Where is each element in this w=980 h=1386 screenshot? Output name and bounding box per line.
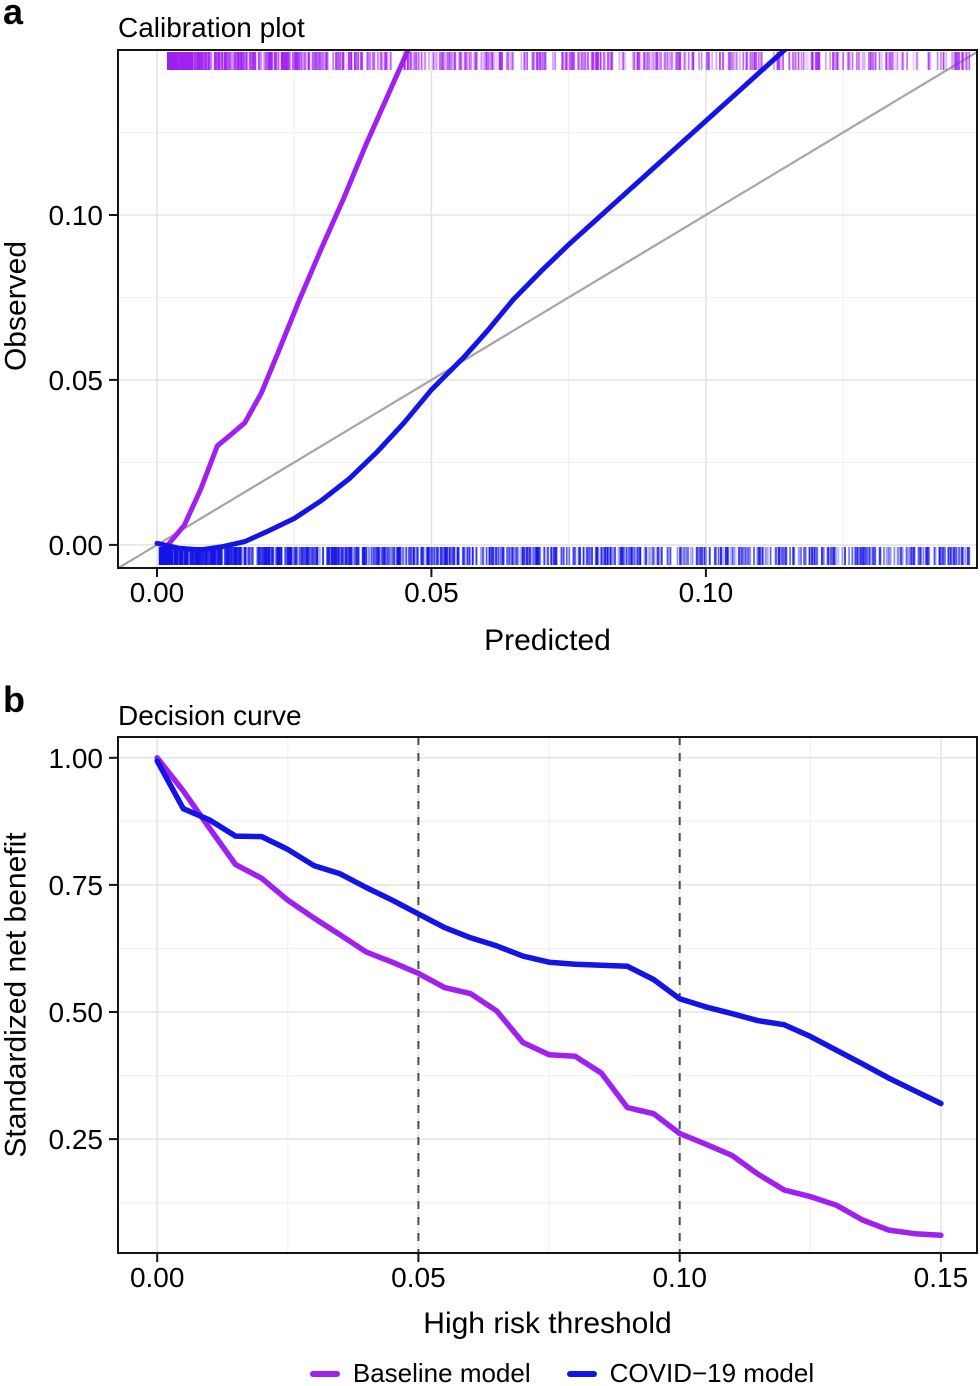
identity-line [117,51,978,569]
rug-top [167,52,971,70]
y-tick-label: 0.50 [49,997,104,1028]
x-tick-label: 0.05 [404,577,459,608]
y-tick-label: 0.05 [49,365,104,396]
y-tick-label: 0.00 [49,530,104,561]
panel-b-series-0 [154,755,944,1238]
x-tick-label: 0.10 [652,1262,707,1293]
y-tick-label: 0.25 [49,1124,104,1155]
x-tick-label: 0.10 [679,577,734,608]
x-tick-label: 0.00 [130,577,185,608]
panel-a-plot: 0.00 0.05 0.10 0.00 0.05 0.10 [49,49,978,608]
y-tick-label: 0.10 [49,200,104,231]
x-tick-label: 0.05 [391,1262,446,1293]
panel-a-series-1 [154,50,789,553]
panel-a-series-0 [165,50,411,548]
panel-b-series-1 [154,758,944,1107]
y-tick-label: 1.00 [49,743,104,774]
panel-border [117,736,978,1254]
panel-border [117,49,978,569]
x-tick-label: 0.00 [130,1262,185,1293]
y-tick-label: 0.75 [49,870,104,901]
x-tick-label: 0.15 [914,1262,969,1293]
rug-bottom [158,547,971,565]
panel-b-plot: 0.00 0.05 0.10 0.15 0.25 0.50 0.75 1.00 [49,736,978,1293]
